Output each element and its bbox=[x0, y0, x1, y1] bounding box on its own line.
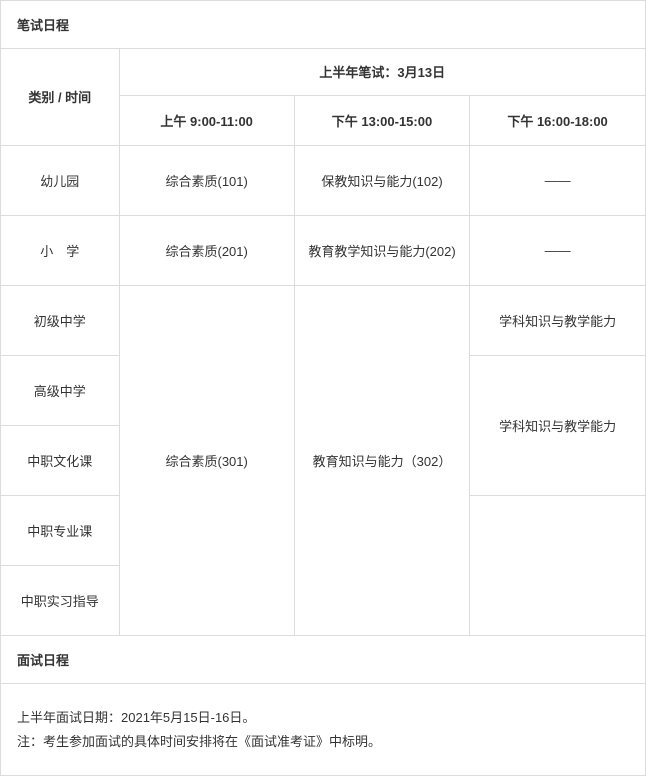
written-exam-title: 笔试日程 bbox=[1, 1, 645, 49]
header-category-time: 类别 / 时间 bbox=[1, 49, 119, 145]
interview-title: 面试日程 bbox=[1, 636, 645, 684]
header-slot-afternoon1: 下午 13:00-15:00 bbox=[294, 95, 469, 145]
interview-note-line: 注：考生参加面试的具体时间安排将在《面试准考证》中标明。 bbox=[17, 730, 629, 755]
cell-merged-c3: 学科知识与教学能力 bbox=[470, 355, 645, 495]
cell: —— bbox=[470, 145, 645, 215]
header-slot-morning: 上午 9:00-11:00 bbox=[119, 95, 294, 145]
written-exam-table: 类别 / 时间 上半年笔试：3月13日 上午 9:00-11:00 下午 13:… bbox=[1, 49, 645, 636]
table-row: 小 学 综合素质(201) 教育教学知识与能力(202) —— bbox=[1, 215, 645, 285]
interview-date-line: 上半年面试日期：2021年5月15日-16日。 bbox=[17, 706, 629, 731]
row-label-primary: 小 学 bbox=[1, 215, 119, 285]
row-label-voc-major: 中职专业课 bbox=[1, 495, 119, 565]
cell: 综合素质(201) bbox=[119, 215, 294, 285]
header-exam-date: 上半年笔试：3月13日 bbox=[119, 49, 645, 95]
row-label-senior: 高级中学 bbox=[1, 355, 119, 425]
interview-body: 上半年面试日期：2021年5月15日-16日。 注：考生参加面试的具体时间安排将… bbox=[1, 684, 645, 775]
cell: 保教知识与能力(102) bbox=[294, 145, 469, 215]
table-row: 初级中学 综合素质(301) 教育知识与能力（302） 学科知识与教学能力 bbox=[1, 285, 645, 355]
cell: 综合素质(101) bbox=[119, 145, 294, 215]
row-label-voc-culture: 中职文化课 bbox=[1, 425, 119, 495]
cell: 学科知识与教学能力 bbox=[470, 285, 645, 355]
cell-empty bbox=[470, 495, 645, 635]
cell: —— bbox=[470, 215, 645, 285]
cell-merged-c1: 综合素质(301) bbox=[119, 285, 294, 635]
schedule-container: 笔试日程 类别 / 时间 上半年笔试：3月13日 上午 9:00-11:00 下… bbox=[0, 0, 646, 776]
row-label-kindergarten: 幼儿园 bbox=[1, 145, 119, 215]
row-label-voc-intern: 中职实习指导 bbox=[1, 565, 119, 635]
cell-merged-c2: 教育知识与能力（302） bbox=[294, 285, 469, 635]
header-slot-afternoon2: 下午 16:00-18:00 bbox=[470, 95, 645, 145]
cell: 教育教学知识与能力(202) bbox=[294, 215, 469, 285]
row-label-junior: 初级中学 bbox=[1, 285, 119, 355]
table-row: 幼儿园 综合素质(101) 保教知识与能力(102) —— bbox=[1, 145, 645, 215]
